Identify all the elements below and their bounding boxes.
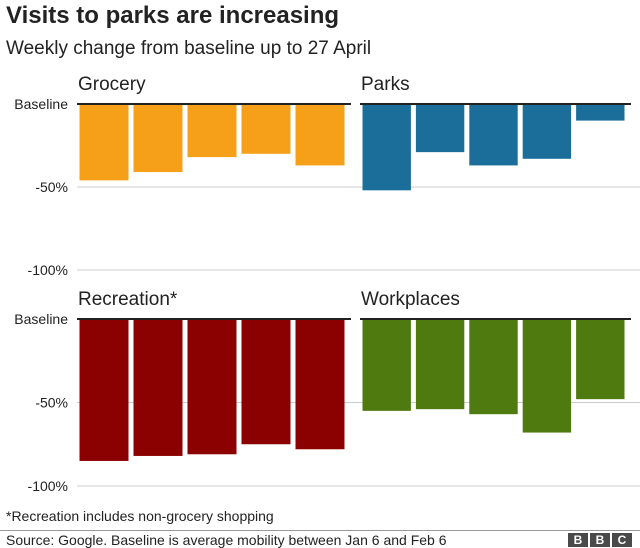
bar [241,104,291,154]
y-tick-label: -50% [35,179,68,195]
bar [576,319,625,400]
bar [415,319,465,410]
bar [295,104,345,166]
panel-title: Parks [361,74,410,95]
bar [469,319,518,415]
divider [0,530,640,531]
bar [79,319,129,461]
chart-title: Visits to parks are increasing [6,2,340,29]
logo-letter: B [590,533,610,547]
bar [79,104,129,181]
y-tick-label: -50% [35,395,68,411]
bar [522,104,572,159]
panel-title: Workplaces [361,289,460,310]
bar [241,319,291,445]
panel-title: Grocery [78,74,146,95]
bar [522,319,572,433]
bar [187,319,237,455]
y-tick-label: -100% [28,262,68,278]
bar [133,104,183,173]
footnote: *Recreation includes non-grocery shoppin… [6,508,274,524]
bar [133,319,183,456]
bar [362,319,411,411]
y-tick-label: Baseline [14,96,68,112]
logo-letter: C [612,533,632,547]
bar [362,104,411,191]
chart-subtitle: Weekly change from baseline up to 27 Apr… [6,38,372,59]
bbc-logo: B B C [568,533,632,547]
bar [576,104,625,121]
bar [415,104,465,153]
panel-title: Recreation* [78,289,178,310]
logo-letter: B [568,533,588,547]
source-note: Source: Google. Baseline is average mobi… [6,532,447,548]
y-tick-label: -100% [28,478,68,494]
bar [295,319,345,450]
bar [469,104,518,166]
y-tick-label: Baseline [14,311,68,327]
bar [187,104,237,158]
